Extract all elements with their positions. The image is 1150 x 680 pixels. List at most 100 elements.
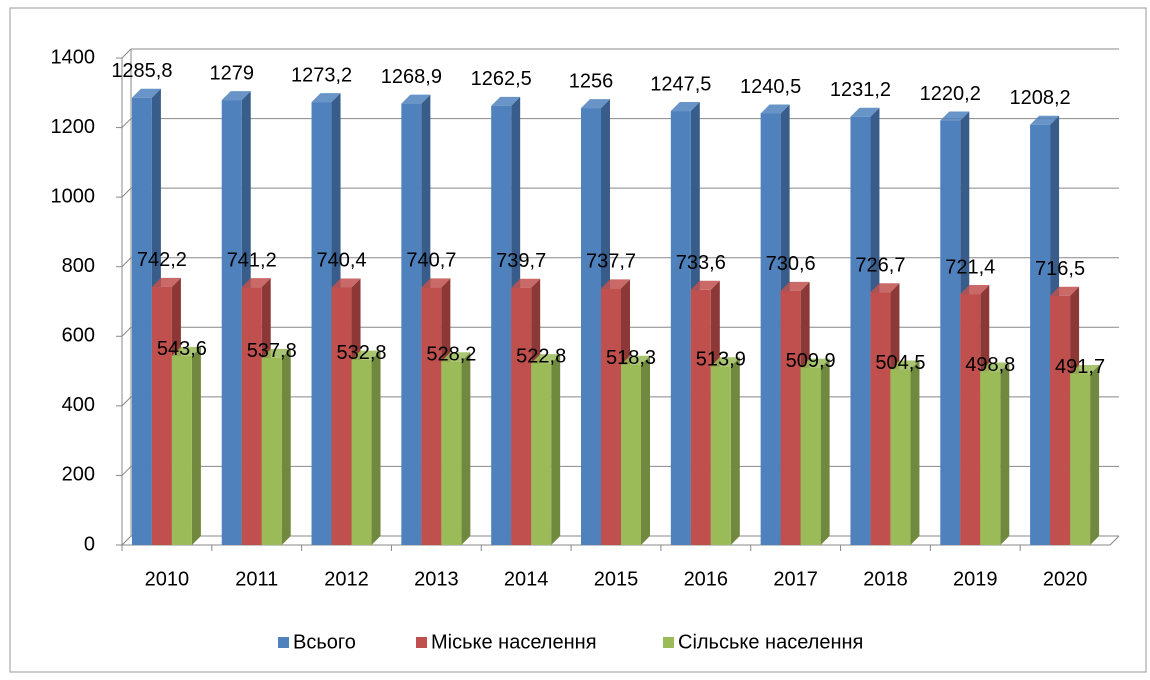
- bar: [1070, 373, 1091, 545]
- bar-side: [551, 354, 561, 545]
- data-label: 491,7: [1055, 356, 1105, 378]
- bar-top: [311, 93, 341, 103]
- bar: [940, 120, 961, 546]
- data-label: 543,6: [157, 338, 207, 360]
- bar-top: [241, 278, 271, 288]
- data-label: 1256: [569, 70, 614, 92]
- grid-line-side: [121, 257, 132, 268]
- bar-top: [331, 278, 361, 288]
- data-label: 740,7: [406, 250, 456, 272]
- data-label: 1285,8: [111, 60, 172, 82]
- data-label: 513,9: [696, 349, 746, 371]
- bar-top: [1030, 115, 1060, 125]
- bar-top: [850, 107, 880, 117]
- bar-side: [820, 358, 830, 545]
- data-label: 504,5: [875, 352, 925, 374]
- bar-top: [351, 350, 381, 360]
- bar: [171, 355, 192, 545]
- y-tick-label: 600: [62, 325, 95, 347]
- bar: [1050, 295, 1071, 545]
- data-label: 518,3: [606, 347, 656, 369]
- data-label: 532,8: [337, 342, 387, 364]
- data-label: 741,2: [227, 249, 277, 271]
- bar: [581, 108, 601, 545]
- y-tick-label: 1000: [51, 185, 96, 207]
- data-label: 726,7: [855, 254, 905, 276]
- y-tick-label: 0: [84, 533, 95, 555]
- bar: [710, 366, 731, 545]
- floor-edge: [1109, 535, 1120, 546]
- bar-top: [760, 104, 790, 114]
- bar: [351, 359, 372, 545]
- bar-top: [870, 283, 900, 293]
- legend-label: Міське населення: [431, 631, 597, 653]
- data-label: 537,8: [247, 340, 297, 362]
- bar: [441, 361, 462, 545]
- bar-side: [641, 355, 650, 545]
- bar-top: [221, 91, 251, 101]
- bar-side: [371, 350, 381, 545]
- x-tick-label: 2019: [953, 568, 998, 590]
- data-label: 1208,2: [1010, 87, 1071, 109]
- data-label: 1240,5: [740, 76, 801, 98]
- bar-top: [690, 280, 720, 290]
- bar-top: [621, 355, 650, 365]
- data-label: 1273,2: [291, 64, 352, 86]
- bar: [760, 113, 781, 545]
- data-label: 1279: [209, 62, 254, 84]
- data-label: 737,7: [586, 251, 636, 273]
- legend-swatch: [663, 637, 674, 648]
- x-tick-label: 2011: [235, 568, 278, 590]
- y-tick-label: 1200: [51, 116, 96, 138]
- bar: [780, 290, 801, 545]
- bar: [621, 364, 641, 545]
- y-tick-label: 800: [62, 255, 95, 277]
- bar: [401, 103, 422, 546]
- legend-swatch: [278, 637, 289, 648]
- bar: [1030, 124, 1051, 546]
- x-tick-label: 2016: [684, 568, 729, 590]
- data-label: 509,9: [786, 350, 836, 372]
- bar: [221, 100, 242, 546]
- data-label: 716,5: [1035, 258, 1085, 280]
- data-label: 1268,9: [381, 66, 442, 88]
- bar: [511, 287, 532, 545]
- grid-line-side: [121, 48, 132, 59]
- x-tick-label: 2015: [594, 568, 639, 590]
- data-label: 742,2: [137, 249, 187, 271]
- data-label: 733,6: [676, 252, 726, 274]
- data-label: 498,8: [965, 354, 1015, 376]
- bar: [421, 287, 442, 545]
- y-tick-label: 400: [62, 394, 95, 416]
- bar-side: [191, 346, 201, 545]
- legend-swatch: [416, 637, 427, 648]
- y-tick-label: 200: [62, 464, 95, 486]
- bar-top: [1070, 364, 1100, 374]
- bar: [800, 367, 821, 545]
- data-label: 740,4: [317, 250, 367, 272]
- bar-top: [421, 278, 451, 288]
- legend-label: Всього: [293, 631, 356, 653]
- bar-side: [1000, 362, 1010, 545]
- bar-side: [1090, 364, 1100, 545]
- bar-top: [511, 278, 541, 288]
- bar-top: [261, 348, 291, 358]
- bar: [531, 363, 552, 545]
- bar: [850, 116, 871, 545]
- bar: [980, 371, 1001, 545]
- bar: [131, 97, 152, 546]
- bar-top: [131, 88, 161, 98]
- bar-top: [960, 285, 990, 295]
- bar-side: [281, 348, 291, 545]
- bar-top: [980, 362, 1010, 372]
- bar-top: [670, 102, 700, 112]
- bar-top: [800, 358, 830, 368]
- data-label: 1220,2: [920, 83, 981, 105]
- bar-top: [890, 360, 920, 370]
- x-tick-label: 2020: [1043, 568, 1088, 590]
- grid-line-side: [121, 326, 132, 337]
- x-tick-label: 2012: [324, 568, 369, 590]
- bar: [331, 287, 352, 545]
- bar-top: [151, 277, 181, 287]
